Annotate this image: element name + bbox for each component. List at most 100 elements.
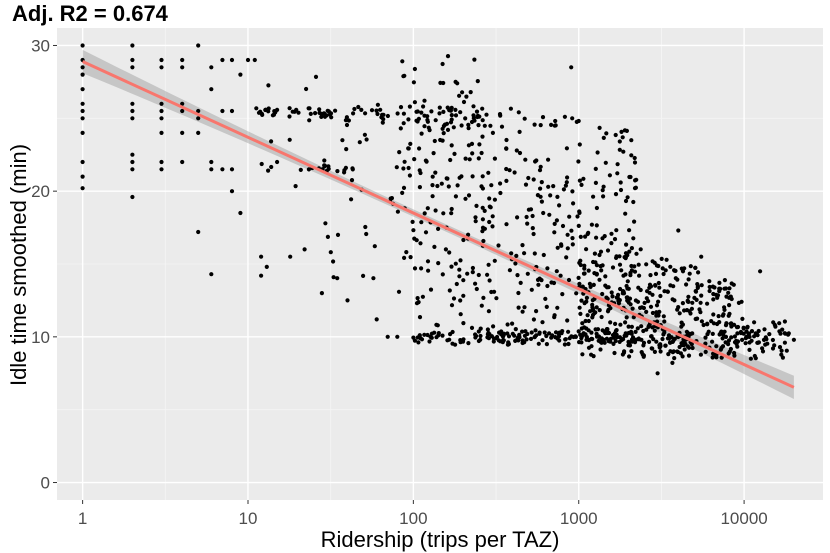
data-point <box>487 204 492 209</box>
data-point <box>436 261 441 266</box>
data-point <box>659 256 664 261</box>
data-point <box>583 234 588 239</box>
data-point <box>357 140 362 145</box>
data-point <box>721 312 726 317</box>
data-point <box>649 334 654 339</box>
data-point <box>566 329 571 334</box>
data-point <box>470 270 475 275</box>
data-point <box>441 109 446 114</box>
data-point <box>631 199 636 205</box>
data-point <box>555 305 560 310</box>
data-point <box>506 342 511 347</box>
data-point <box>658 293 663 299</box>
data-point <box>745 324 750 329</box>
data-point <box>779 348 784 353</box>
data-point <box>748 356 754 361</box>
data-point <box>677 311 682 316</box>
data-point <box>599 314 604 320</box>
data-point <box>579 340 584 345</box>
data-point <box>426 268 431 273</box>
data-point <box>633 185 639 190</box>
data-point <box>470 151 475 156</box>
data-point <box>529 330 534 335</box>
data-point <box>544 342 550 347</box>
data-point <box>752 353 757 359</box>
data-point <box>461 278 466 283</box>
data-point <box>474 109 480 114</box>
data-point <box>400 190 405 195</box>
data-point <box>437 105 442 110</box>
data-point <box>412 157 417 162</box>
data-point <box>427 339 432 344</box>
data-point <box>578 332 583 337</box>
data-point <box>693 265 698 270</box>
data-point <box>551 184 556 189</box>
data-point <box>411 228 416 233</box>
data-point <box>723 340 728 345</box>
data-point <box>617 298 622 303</box>
data-point <box>732 350 737 356</box>
data-point <box>707 284 712 290</box>
data-point <box>479 150 484 156</box>
data-point <box>492 258 497 263</box>
data-point <box>245 57 251 63</box>
data-point <box>455 183 460 188</box>
data-point <box>641 340 647 345</box>
data-point <box>570 189 575 194</box>
data-point <box>356 104 361 110</box>
data-point <box>412 266 418 271</box>
data-point <box>690 331 695 336</box>
data-point <box>687 271 692 276</box>
data-point <box>352 106 357 112</box>
data-point <box>463 116 468 121</box>
data-point <box>561 187 567 192</box>
data-point <box>302 247 307 252</box>
data-point <box>755 340 760 345</box>
data-point <box>593 166 598 171</box>
data-point <box>623 211 628 216</box>
data-point <box>629 246 635 251</box>
data-point <box>772 322 777 327</box>
data-point <box>563 183 569 188</box>
data-point <box>638 247 643 252</box>
data-point <box>777 329 782 334</box>
data-point <box>709 319 714 324</box>
y-axis-ticks: 0 10 20 30 <box>31 36 57 493</box>
data-point <box>481 295 486 300</box>
data-point <box>319 114 324 119</box>
data-point <box>735 339 741 344</box>
data-point <box>457 267 462 272</box>
data-point <box>430 183 435 188</box>
data-point <box>532 122 537 127</box>
data-point <box>159 57 164 63</box>
data-point <box>676 228 681 233</box>
data-point <box>710 355 715 360</box>
data-point <box>407 173 412 178</box>
data-point <box>474 286 479 292</box>
data-point <box>498 181 503 186</box>
data-point <box>717 332 722 337</box>
data-point <box>647 339 652 344</box>
data-point <box>603 274 608 279</box>
data-point <box>159 108 164 114</box>
data-point <box>439 181 444 186</box>
data-point <box>601 194 606 199</box>
data-point <box>601 135 606 140</box>
data-point <box>374 317 379 322</box>
data-point <box>395 209 400 214</box>
data-point <box>449 264 454 269</box>
data-point <box>275 159 280 165</box>
data-point <box>632 155 637 161</box>
data-point <box>735 344 740 349</box>
data-point <box>616 292 621 297</box>
data-point <box>500 334 506 339</box>
data-point <box>605 330 611 335</box>
data-point <box>349 197 354 202</box>
data-point <box>465 271 470 276</box>
data-point <box>613 338 618 344</box>
data-point <box>446 184 451 189</box>
data-point <box>428 287 434 292</box>
data-point <box>328 250 333 255</box>
data-point <box>80 130 85 135</box>
